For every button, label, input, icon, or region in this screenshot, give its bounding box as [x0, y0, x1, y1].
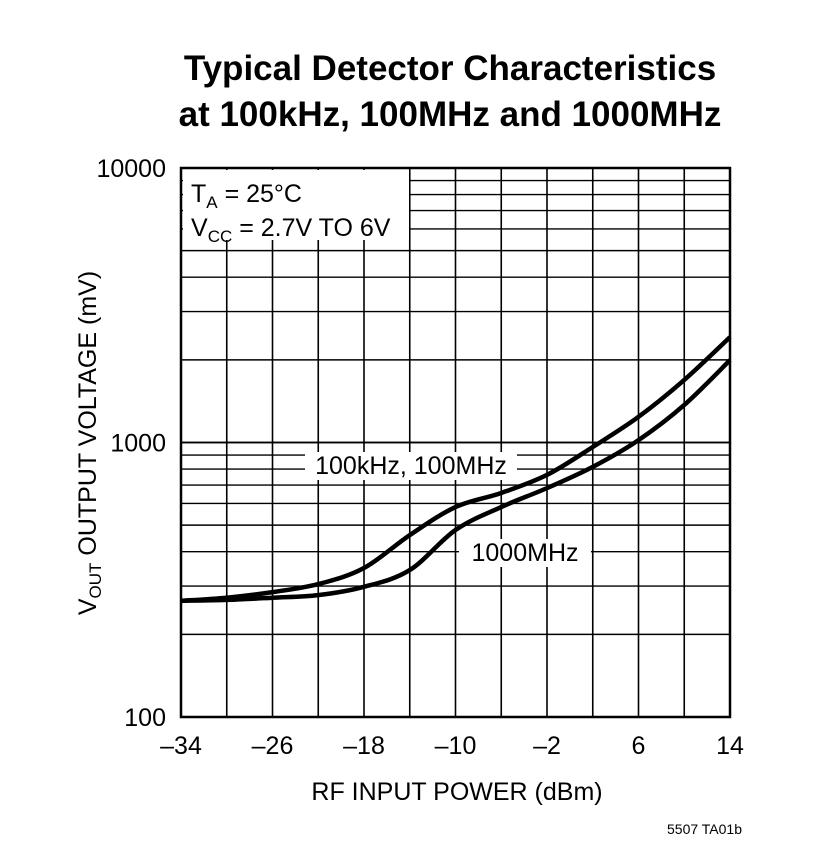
x-tick-label: –26 [252, 732, 294, 760]
figure-id: 5507 TA01b [667, 821, 742, 837]
series-label-background [459, 539, 591, 567]
conditions-box [183, 170, 409, 240]
plot-frame [179, 166, 732, 719]
series-label: 100kHz, 100MHz [315, 452, 507, 480]
x-tick-label: 6 [632, 732, 646, 760]
y-tick-label: 1000 [110, 430, 166, 458]
series-line-1000mhz [180, 358, 732, 604]
series-label-background [305, 452, 517, 480]
y-tick-label: 10000 [96, 155, 166, 183]
x-tick-label: –18 [343, 732, 385, 760]
grid [179, 166, 732, 719]
series-label: 1000MHz [472, 539, 579, 567]
y-tick-label: 100 [124, 704, 166, 732]
x-tick-label: –34 [160, 732, 202, 760]
x-tick-label: –10 [435, 732, 477, 760]
condition-text: TA = 25°C [191, 180, 302, 212]
curves [180, 335, 732, 604]
x-tick-label: 14 [716, 732, 744, 760]
chart-title-line-2: at 100kHz, 100MHz and 1000MHz [179, 95, 722, 134]
condition-text: VCC = 2.7V TO 6V [191, 214, 391, 246]
y-axis-label: VOUT OUTPUT VOLTAGE (mV) [74, 271, 105, 615]
x-tick-label: –2 [533, 732, 561, 760]
chart-title-line-1: Typical Detector Characteristics [184, 49, 716, 88]
series-line-100khz-100mhz [180, 335, 732, 604]
x-axis-label: RF INPUT POWER (dBm) [311, 778, 602, 806]
